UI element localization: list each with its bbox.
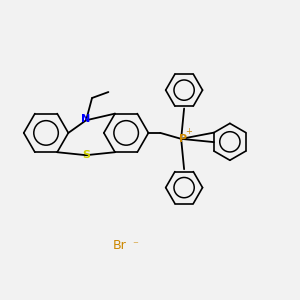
Text: +: + xyxy=(185,127,192,136)
Text: P: P xyxy=(178,134,187,144)
Text: Br: Br xyxy=(112,238,126,252)
Text: ⁻: ⁻ xyxy=(132,240,138,250)
Text: N: N xyxy=(82,114,91,124)
Text: S: S xyxy=(82,150,90,160)
